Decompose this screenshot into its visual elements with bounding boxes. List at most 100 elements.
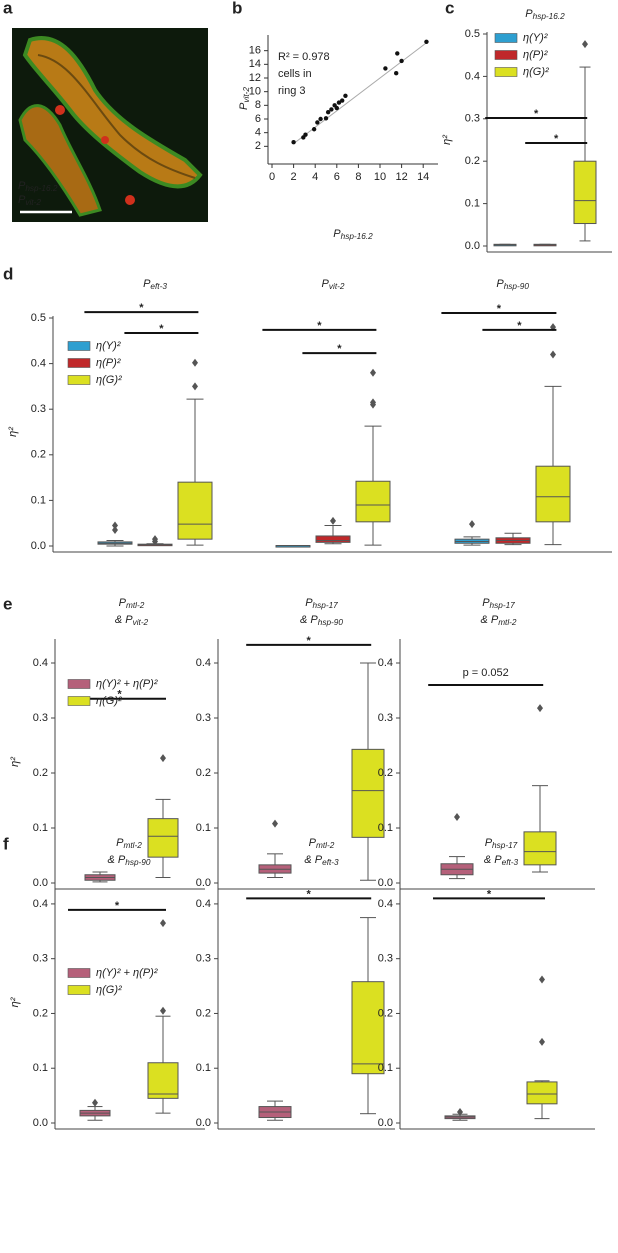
- y-tick-label: 0.2: [33, 1007, 48, 1019]
- chart-title: & Pmtl-2: [480, 614, 516, 627]
- outlier: [330, 516, 336, 525]
- y-tick-label: 0.2: [33, 767, 48, 779]
- group-title-part: P: [496, 278, 504, 290]
- legend-swatch: [67, 696, 91, 706]
- outlier: [272, 819, 278, 828]
- y-tick-label: 0.4: [196, 657, 211, 669]
- y-tick-label: 0.4: [465, 70, 480, 82]
- x-axis-label: Phsp-16.2: [333, 228, 373, 241]
- chart-title-part: & P: [304, 854, 322, 866]
- chart-title-part: mtl-2: [316, 841, 335, 850]
- group-title-part: P: [143, 278, 151, 290]
- y-tick-label: 0.1: [465, 198, 480, 210]
- point: [303, 132, 308, 137]
- worm-fragment: [18, 104, 102, 217]
- y-axis-label-part: vit-2: [242, 87, 251, 103]
- outlier: [160, 919, 166, 928]
- x-tick-label: 0: [269, 171, 275, 183]
- group-title-part: P: [322, 278, 330, 290]
- outlier: [469, 520, 475, 529]
- point: [383, 66, 388, 71]
- outlier: [92, 1098, 98, 1107]
- point: [311, 127, 317, 132]
- x-tick-label: 4: [312, 171, 318, 183]
- image-label-part: P: [18, 194, 26, 206]
- chart-title-part: mtl-2: [124, 841, 143, 850]
- y-tick-label: 16: [249, 45, 261, 57]
- chart-title-part: & P: [115, 614, 133, 626]
- chart-title-part: & P: [108, 854, 126, 866]
- box: [177, 481, 213, 540]
- box: [351, 748, 385, 838]
- y-tick-label: 10: [249, 86, 261, 98]
- y-tick-label: 0.0: [465, 240, 480, 252]
- image-label-part: hsp-16.2: [25, 184, 58, 193]
- y-tick-label: 0.0: [196, 877, 211, 889]
- x-tick-label: 6: [334, 171, 340, 183]
- group-title-part: vit-2: [329, 282, 345, 291]
- y-tick-label: 0.2: [196, 767, 211, 779]
- point: [340, 98, 345, 103]
- chart-title-part: P: [525, 8, 533, 20]
- y-tick-label: 0.3: [378, 712, 393, 724]
- chart-title: & Peft-3: [304, 854, 339, 867]
- point: [399, 58, 404, 64]
- y-tick-label: 0.3: [465, 113, 480, 125]
- chart-title-part: eft-3: [322, 858, 339, 867]
- legend-label: η(G)²: [96, 374, 122, 386]
- outlier: [550, 350, 556, 359]
- significance-label: *: [159, 323, 164, 335]
- group-title: Peft-3: [143, 278, 167, 291]
- significance-label: *: [307, 635, 312, 647]
- significance-label: *: [117, 689, 122, 701]
- y-tick-label: 0.5: [31, 312, 46, 324]
- legend-swatch: [494, 50, 518, 60]
- y-tick-label: 0.0: [31, 540, 46, 552]
- point: [323, 116, 329, 121]
- y-tick-label: 0.4: [31, 358, 46, 370]
- outlier: [112, 521, 118, 530]
- significance-label: *: [554, 133, 559, 145]
- legend-swatch: [67, 375, 91, 385]
- x-tick-label: 8: [355, 171, 361, 183]
- outlier: [160, 754, 166, 763]
- chart-title: Phsp-17: [482, 597, 515, 610]
- point: [325, 109, 331, 115]
- chart-title: Pmtl-2: [119, 597, 145, 610]
- image-label-part: vit-2: [25, 198, 41, 207]
- y-tick-label: 12: [249, 72, 261, 84]
- x-tick-label: 12: [395, 171, 407, 183]
- outlier: [537, 704, 543, 713]
- point: [424, 39, 429, 44]
- image-label: Pvit-2: [18, 194, 41, 207]
- chart-title-part: hsp-17: [490, 601, 516, 610]
- panel-label: a: [3, 0, 13, 17]
- legend-label: η(Y)²: [96, 340, 121, 352]
- legend-swatch: [67, 358, 91, 368]
- chart-title: & Phsp-90: [108, 854, 151, 867]
- legend-label: η(G)²: [96, 984, 122, 996]
- outlier: [152, 535, 158, 544]
- chart-title-part: & P: [300, 614, 318, 626]
- outlier: [370, 368, 376, 377]
- group-title: Pvit-2: [322, 278, 345, 291]
- y-tick-label: 0.3: [196, 953, 211, 965]
- point: [318, 116, 323, 122]
- y-tick-label: 0.0: [378, 877, 393, 889]
- annotation: ring 3: [278, 85, 306, 97]
- point: [395, 51, 400, 56]
- legend-label: η(P)²: [96, 357, 121, 369]
- y-tick-label: 0.3: [33, 953, 48, 965]
- image-label-part: P: [18, 180, 26, 192]
- panel-label: f: [3, 834, 9, 853]
- group-title-part: hsp-90: [504, 282, 530, 291]
- y-tick-label: 14: [249, 58, 261, 70]
- y-tick-label: 0.4: [378, 898, 393, 910]
- y-tick-label: 0.1: [33, 822, 48, 834]
- x-tick-label: 14: [417, 171, 429, 183]
- significance-label: *: [534, 108, 539, 120]
- y-tick-label: 8: [255, 99, 261, 111]
- significance-label: *: [317, 320, 322, 332]
- y-tick-label: 0.2: [196, 1007, 211, 1019]
